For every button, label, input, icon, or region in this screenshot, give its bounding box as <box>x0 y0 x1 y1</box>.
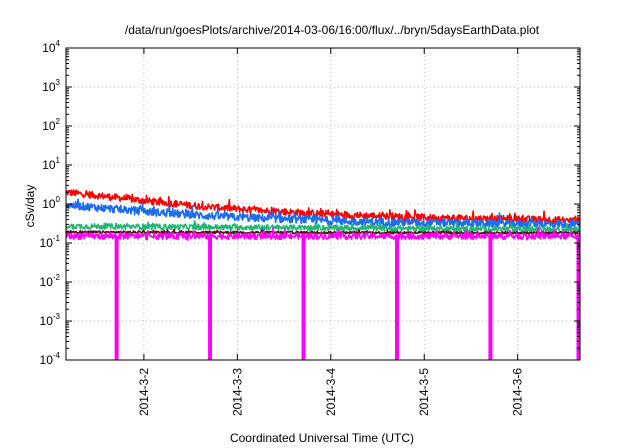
series-line <box>66 228 580 236</box>
series-dropout <box>301 236 306 360</box>
x-tick-label: 2014-3-6 <box>511 368 525 416</box>
y-tick-label: 10-2 <box>40 273 61 289</box>
x-tick-labels: 2014-3-2 2014-3-3 2014-3-4 2014-3-5 2014-3-6 <box>137 368 525 416</box>
chart-title: /data/run/goesPlots/archive/2014-03-06/1… <box>125 23 540 37</box>
series-dropout <box>208 236 213 360</box>
y-tick-label: 103 <box>42 78 60 94</box>
axes <box>65 47 581 361</box>
series-line <box>66 198 580 231</box>
series-dropout <box>394 236 399 360</box>
x-tick-label: 2014-3-2 <box>137 368 151 416</box>
y-tick-label: 10-3 <box>40 312 61 328</box>
x-tick-label: 2014-3-5 <box>417 368 431 416</box>
series-dropout <box>114 236 119 360</box>
y-tick-label: 10-1 <box>40 234 61 250</box>
x-tick-label: 2014-3-4 <box>324 368 338 416</box>
y-tick-labels: 10-4 10-3 10-2 10-1 100 101 102 103 104 <box>40 39 61 367</box>
y-tick-label: 101 <box>42 156 60 172</box>
series-line <box>66 219 580 235</box>
x-tick-label: 2014-3-3 <box>230 368 244 416</box>
y-tick-label: 104 <box>42 39 60 55</box>
series-dropout <box>576 236 580 360</box>
y-tick-label: 100 <box>42 195 60 211</box>
plot-frame <box>65 47 581 361</box>
y-tick-label: 102 <box>42 117 60 133</box>
series-dropout <box>488 236 493 360</box>
series-line <box>66 227 580 242</box>
series-layer <box>66 189 580 360</box>
x-axis-label: Coordinated Universal Time (UTC) <box>230 431 414 445</box>
y-axis-label: cSv/day <box>23 185 37 228</box>
y-tick-label: 10-4 <box>40 351 61 367</box>
